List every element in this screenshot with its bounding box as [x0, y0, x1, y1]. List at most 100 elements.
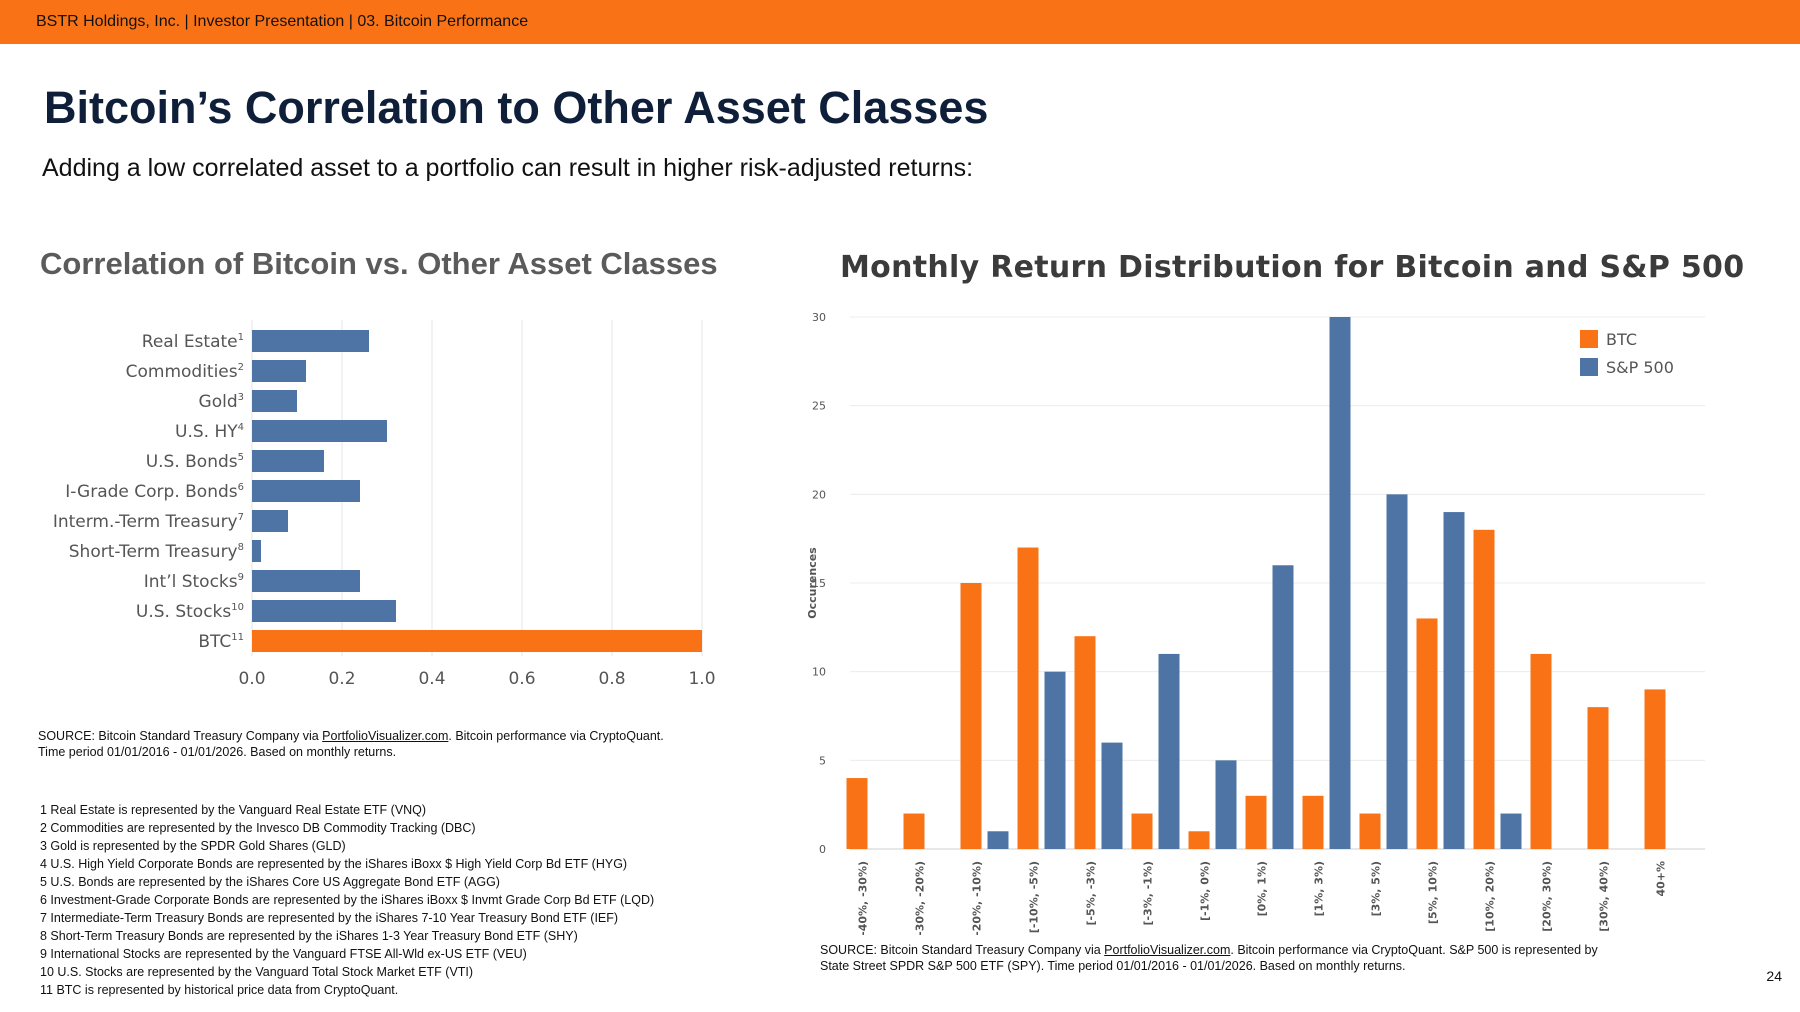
- btc-bar: [903, 813, 925, 849]
- btc-bar: [846, 778, 868, 849]
- footnote: 4 U.S. High Yield Corporate Bonds are re…: [40, 857, 628, 871]
- corr-x-tick-label: 0.2: [328, 669, 355, 689]
- portfolio-visualizer-link[interactable]: PortfolioVisualizer.com: [322, 729, 449, 743]
- dist-x-tick-label: [-5%, -3%): [1085, 861, 1098, 926]
- footnote: 1 Real Estate is represented by the Vang…: [40, 803, 427, 817]
- footnote: 2 Commodities are represented by the Inv…: [40, 821, 476, 835]
- footnote: 8 Short-Term Treasury Bonds are represen…: [40, 929, 578, 943]
- sp500-bar: [1386, 494, 1408, 849]
- btc-bar: [1587, 707, 1609, 849]
- footnote: 6 Investment-Grade Corporate Bonds are r…: [40, 893, 655, 907]
- btc-bar: [1017, 547, 1039, 849]
- corr-category-label: I-Grade Corp. Bonds6: [65, 482, 244, 502]
- footnote: 9 International Stocks are represented b…: [40, 947, 527, 961]
- corr-footnote-marker: 2: [238, 362, 244, 373]
- btc-bar: [1074, 636, 1096, 849]
- distribution-chart-title: Monthly Return Distribution for Bitcoin …: [840, 250, 1745, 285]
- dist-y-tick-label: 5: [819, 754, 826, 767]
- corr-bar: [252, 540, 261, 562]
- dist-y-tick-label: 10: [812, 666, 826, 679]
- corr-bar: [252, 450, 324, 472]
- corr-x-tick-label: 0.8: [598, 669, 625, 689]
- dist-x-tick-label: [-10%, -5%): [1028, 861, 1041, 933]
- legend-swatch: [1580, 330, 1598, 348]
- corr-footnote-marker: 11: [231, 632, 244, 643]
- corr-footnote-marker: 7: [238, 512, 244, 523]
- footnote: 7 Intermediate-Term Treasury Bonds are r…: [40, 911, 619, 925]
- dist-y-axis-label: Occurences: [806, 547, 819, 619]
- dist-x-tick-label: [5%, 10%): [1427, 861, 1440, 924]
- dist-x-tick-label: 40+%: [1655, 861, 1668, 897]
- dist-y-tick-label: 15: [812, 577, 826, 590]
- corr-footnote-marker: 3: [238, 392, 244, 403]
- dist-x-tick-label: [3%, 5%): [1370, 861, 1383, 916]
- return-distribution-chart: Occurences 0 5 10 15 20 25 30 [-40%, -30%) [-30%,…: [806, 311, 1710, 935]
- footnote: 10 U.S. Stocks are represented by the Va…: [40, 965, 474, 979]
- corr-category-label: Interm.-Term Treasury7: [53, 512, 244, 532]
- footnotes-list: 1 Real Estate is represented by the Vang…: [40, 801, 654, 999]
- legend-swatch: [1580, 358, 1598, 376]
- corr-x-tick-label: 0.6: [508, 669, 535, 689]
- corr-x-tick-label: 0.4: [418, 669, 445, 689]
- right-source-note: SOURCE: Bitcoin Standard Treasury Compan…: [820, 942, 1680, 974]
- corr-footnote-marker: 8: [238, 542, 244, 553]
- btc-bar: [1473, 529, 1495, 849]
- dist-x-tick-label: [30%, 40%): [1598, 861, 1611, 932]
- btc-bar: [1530, 653, 1552, 849]
- dist-x-tick-label: [10%, 20%): [1484, 861, 1497, 932]
- corr-category-label: Commodities2: [126, 362, 244, 382]
- slide-subtitle: Adding a low correlated asset to a portf…: [42, 154, 974, 182]
- legend-label: BTC: [1606, 330, 1637, 349]
- left-source-note: SOURCE: Bitcoin Standard Treasury Compan…: [38, 728, 738, 760]
- dist-x-tick-label: [-20%, -10%): [971, 861, 984, 935]
- sp500-bar: [1500, 813, 1522, 849]
- corr-x-tick-label: 1.0: [688, 669, 715, 689]
- dist-x-tick-label: [-40%, -30%): [857, 861, 870, 935]
- btc-bar: [1245, 795, 1267, 849]
- legend-label: S&P 500: [1606, 358, 1674, 377]
- corr-bar: [252, 330, 369, 352]
- btc-bar: [1131, 813, 1153, 849]
- top-bar: BSTR Holdings, Inc. | Investor Presentat…: [0, 0, 1800, 44]
- sp500-bar: [1272, 565, 1294, 849]
- corr-footnote-marker: 1: [238, 332, 244, 343]
- dist-y-tick-label: 0: [819, 843, 826, 856]
- corr-bar: [252, 570, 360, 592]
- dist-legend: BTC S&P 500: [1555, 323, 1710, 385]
- corr-category-label: U.S. HY4: [175, 422, 244, 442]
- corr-footnote-marker: 5: [238, 452, 244, 463]
- btc-bar: [1302, 795, 1324, 849]
- corr-category-label: Short-Term Treasury8: [69, 542, 244, 562]
- dist-x-tick-label: [-30%, -20%): [914, 861, 927, 935]
- sp500-bar: [1101, 742, 1123, 849]
- footnote: 5 U.S. Bonds are represented by the iSha…: [40, 875, 500, 889]
- btc-bar: [1359, 813, 1381, 849]
- corr-category-label: Real Estate1: [142, 332, 244, 352]
- dist-x-tick-label: [-1%, 0%): [1199, 861, 1212, 921]
- sp500-bar: [1215, 760, 1237, 849]
- footnote: 11 BTC is represented by historical pric…: [40, 983, 399, 997]
- corr-footnote-marker: 4: [238, 422, 244, 433]
- sp500-bar: [1443, 512, 1465, 849]
- sp500-bar: [987, 831, 1009, 849]
- corr-footnote-marker: 10: [231, 602, 244, 613]
- corr-bar: [252, 480, 360, 502]
- dist-x-tick-label: [1%, 3%): [1313, 861, 1326, 916]
- corr-bar: [252, 630, 702, 652]
- corr-category-label: Gold3: [199, 392, 244, 412]
- btc-bar: [960, 583, 982, 849]
- dist-y-tick-label: 30: [812, 311, 826, 324]
- corr-category-label: U.S. Bonds5: [146, 452, 244, 472]
- left-source-line1: SOURCE: Bitcoin Standard Treasury Compan…: [38, 729, 664, 743]
- corr-bar: [252, 390, 297, 412]
- right-source-line2: State Street SPDR S&P 500 ETF (SPY). Tim…: [820, 959, 1406, 973]
- left-source-line2: Time period 01/01/2016 - 01/01/2026. Bas…: [38, 745, 397, 759]
- portfolio-visualizer-link[interactable]: PortfolioVisualizer.com: [1104, 943, 1231, 957]
- corr-footnote-marker: 6: [238, 482, 244, 493]
- dist-x-tick-label: [0%, 1%): [1256, 861, 1269, 916]
- dist-x-tick-label: [-3%, -1%): [1142, 861, 1155, 926]
- header-bar-text: BSTR Holdings, Inc. | Investor Presentat…: [36, 13, 529, 30]
- dist-y-tick-label: 20: [812, 488, 826, 501]
- footnote: 3 Gold is represented by the SPDR Gold S…: [40, 839, 346, 853]
- right-source-line1: SOURCE: Bitcoin Standard Treasury Compan…: [820, 943, 1598, 957]
